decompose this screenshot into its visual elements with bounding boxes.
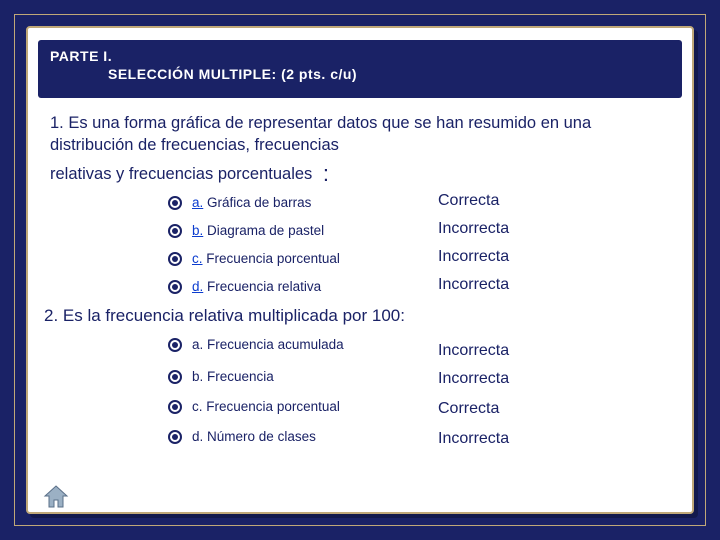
header-band: PARTE I. SELECCIÓN MULTIPLE: (2 pts. c/u… — [38, 40, 682, 98]
quiz-panel: PARTE I. SELECCIÓN MULTIPLE: (2 pts. c/u… — [26, 26, 694, 514]
q1-opt-c-feedback: Incorrecta — [438, 248, 509, 266]
radio-bullet-icon — [168, 196, 182, 210]
q2-opt-b-label: b. Frecuencia — [192, 369, 274, 384]
q1-opt-d-label: d. Frecuencia relativa — [192, 279, 321, 294]
q1-opt-b-feedback: Incorrecta — [438, 220, 509, 238]
radio-bullet-icon — [168, 370, 182, 384]
q1-options: a. Gráfica de barras Correcta b. Diagram… — [38, 192, 682, 304]
q1-line-b: relativas y frecuencias porcentuales — [50, 165, 312, 183]
q2-option-a[interactable]: a. Frecuencia acumulada Incorrecta — [38, 334, 682, 366]
q1-opt-c-label: c. Frecuencia porcentual — [192, 251, 340, 266]
q1-opt-d-feedback: Incorrecta — [438, 276, 509, 294]
header-subtitle: SELECCIÓN MULTIPLE: (2 pts. c/u) — [38, 64, 682, 82]
q1-line-a: 1. Es una forma gráfica de representar d… — [50, 114, 591, 154]
q1-option-d[interactable]: d. Frecuencia relativa Incorrecta — [38, 276, 682, 304]
radio-bullet-icon — [168, 224, 182, 238]
q1-opt-a-label: a. Gráfica de barras — [192, 195, 311, 210]
header-part: PARTE I. — [38, 40, 682, 64]
q2-opt-d-label: d. Número de clases — [192, 429, 316, 444]
q2-opt-a-feedback: Incorrecta — [438, 342, 509, 360]
question-1-text: 1. Es una forma gráfica de representar d… — [38, 106, 682, 186]
radio-bullet-icon — [168, 280, 182, 294]
q1-option-b[interactable]: b. Diagrama de pastel Incorrecta — [38, 220, 682, 248]
radio-bullet-icon — [168, 400, 182, 414]
q2-option-c[interactable]: c. Frecuencia porcentual Correcta — [38, 396, 682, 426]
radio-bullet-icon — [168, 430, 182, 444]
q1-opt-a-feedback: Correcta — [438, 192, 499, 210]
q1-option-c[interactable]: c. Frecuencia porcentual Incorrecta — [38, 248, 682, 276]
radio-bullet-icon — [168, 338, 182, 352]
q2-opt-c-label: c. Frecuencia porcentual — [192, 399, 340, 414]
q1-option-a[interactable]: a. Gráfica de barras Correcta — [38, 192, 682, 220]
question-2-text: 2. Es la frecuencia relativa multiplicad… — [38, 304, 682, 326]
content-area: 1. Es una forma gráfica de representar d… — [38, 106, 682, 502]
q2-option-b[interactable]: b. Frecuencia Incorrecta — [38, 366, 682, 396]
q2-opt-a-label: a. Frecuencia acumulada — [192, 337, 344, 352]
home-icon[interactable] — [42, 484, 70, 510]
q2-opt-c-feedback: Correcta — [438, 400, 499, 418]
q2-option-d[interactable]: d. Número de clases Incorrecta — [38, 426, 682, 456]
radio-bullet-icon — [168, 252, 182, 266]
q2-opt-d-feedback: Incorrecta — [438, 430, 509, 448]
q2-opt-b-feedback: Incorrecta — [438, 370, 509, 388]
q1-colon: : — [317, 161, 329, 186]
q1-opt-b-label: b. Diagrama de pastel — [192, 223, 324, 238]
q2-options: a. Frecuencia acumulada Incorrecta b. Fr… — [38, 334, 682, 456]
